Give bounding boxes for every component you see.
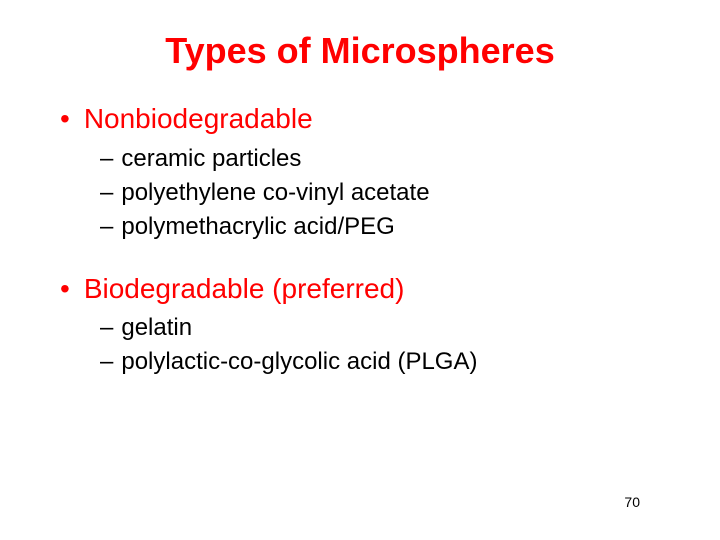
- dash-marker: –: [100, 347, 113, 377]
- page-number: 70: [624, 494, 640, 510]
- sub-item-1-0: – gelatin: [100, 313, 680, 343]
- bullet-heading-0: • Nonbiodegradable: [60, 102, 680, 136]
- heading-text-0: Nonbiodegradable: [84, 102, 313, 136]
- sub-item-1-1: – polylactic-co-glycolic acid (PLGA): [100, 347, 680, 377]
- slide-title: Types of Microspheres: [40, 30, 680, 72]
- dash-marker: –: [100, 144, 113, 174]
- section-gap: [40, 246, 680, 272]
- sub-item-0-0: – ceramic particles: [100, 144, 680, 174]
- sub-item-0-2: – polymethacrylic acid/PEG: [100, 212, 680, 242]
- bullet-marker: •: [60, 102, 70, 136]
- dash-marker: –: [100, 212, 113, 242]
- slide-container: Types of Microspheres • Nonbiodegradable…: [0, 0, 720, 540]
- heading-text-1: Biodegradable (preferred): [84, 272, 405, 306]
- bullet-marker: •: [60, 272, 70, 306]
- dash-marker: –: [100, 313, 113, 343]
- dash-marker: –: [100, 178, 113, 208]
- bullet-heading-1: • Biodegradable (preferred): [60, 272, 680, 306]
- sub-item-text: gelatin: [121, 313, 192, 343]
- sub-item-text: ceramic particles: [121, 144, 301, 174]
- sub-item-0-1: – polyethylene co-vinyl acetate: [100, 178, 680, 208]
- sub-item-text: polylactic-co-glycolic acid (PLGA): [121, 347, 477, 377]
- sub-item-text: polyethylene co-vinyl acetate: [121, 178, 429, 208]
- sub-item-text: polymethacrylic acid/PEG: [121, 212, 394, 242]
